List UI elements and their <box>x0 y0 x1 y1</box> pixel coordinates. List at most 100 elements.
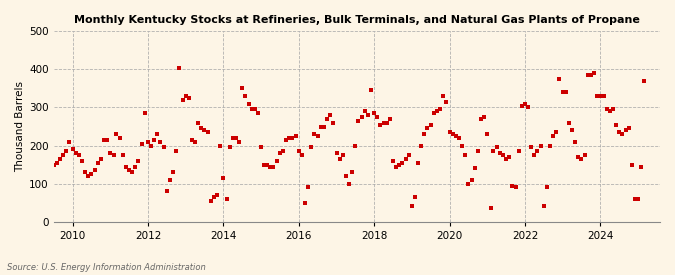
Point <box>400 157 411 161</box>
Point <box>334 157 345 161</box>
Point <box>306 145 317 150</box>
Point <box>89 168 100 172</box>
Point <box>39 157 50 161</box>
Point <box>205 199 216 203</box>
Point <box>353 119 364 123</box>
Point <box>284 136 295 140</box>
Point <box>186 138 197 142</box>
Point <box>240 94 250 98</box>
Point <box>488 149 499 153</box>
Point <box>133 159 144 163</box>
Point <box>438 94 449 98</box>
Point <box>573 155 584 159</box>
Point <box>265 164 276 169</box>
Point <box>579 153 590 157</box>
Point <box>68 147 78 152</box>
Point <box>566 128 577 133</box>
Point <box>366 88 377 93</box>
Point <box>589 71 599 75</box>
Point <box>177 98 188 102</box>
Point <box>551 130 562 134</box>
Point <box>315 124 326 129</box>
Point <box>545 143 556 148</box>
Point <box>614 130 624 134</box>
Point <box>482 132 493 136</box>
Point <box>86 172 97 176</box>
Point <box>570 139 580 144</box>
Point <box>296 153 307 157</box>
Point <box>564 120 574 125</box>
Point <box>70 151 81 155</box>
Point <box>560 90 571 94</box>
Point <box>274 151 285 155</box>
Point <box>460 153 470 157</box>
Point <box>102 138 113 142</box>
Point <box>209 195 219 199</box>
Point <box>55 157 65 161</box>
Point <box>61 149 72 153</box>
Point <box>378 120 389 125</box>
Point <box>243 101 254 106</box>
Point <box>155 139 166 144</box>
Point <box>193 120 204 125</box>
Point <box>608 107 618 112</box>
Point <box>350 143 360 148</box>
Point <box>36 151 47 155</box>
Point <box>623 126 634 131</box>
Point <box>48 163 59 167</box>
Point <box>142 139 153 144</box>
Point <box>268 164 279 169</box>
Point <box>190 139 200 144</box>
Point <box>394 163 405 167</box>
Point <box>328 120 339 125</box>
Point <box>548 134 559 138</box>
Point <box>507 183 518 188</box>
Point <box>576 157 587 161</box>
Point <box>161 189 172 193</box>
Point <box>148 138 159 142</box>
Point <box>246 107 257 112</box>
Point <box>262 163 273 167</box>
Point <box>300 200 310 205</box>
Point <box>538 204 549 209</box>
Point <box>290 134 301 138</box>
Point <box>152 132 163 136</box>
Point <box>256 145 267 150</box>
Point <box>520 101 531 106</box>
Point <box>387 159 398 163</box>
Point <box>224 145 235 150</box>
Point <box>601 107 612 112</box>
Point <box>30 161 40 165</box>
Point <box>422 126 433 131</box>
Point <box>494 151 505 155</box>
Point <box>117 153 128 157</box>
Point <box>80 170 90 174</box>
Point <box>454 136 464 140</box>
Point <box>136 141 147 146</box>
Point <box>485 206 496 211</box>
Point <box>331 151 342 155</box>
Point <box>230 136 241 140</box>
Point <box>630 197 641 201</box>
Point <box>632 197 643 201</box>
Point <box>227 136 238 140</box>
Point <box>410 195 421 199</box>
Point <box>513 149 524 153</box>
Text: Source: U.S. Energy Information Administration: Source: U.S. Energy Information Administ… <box>7 263 205 272</box>
Point <box>529 153 540 157</box>
Point <box>218 176 229 180</box>
Point <box>457 143 468 148</box>
Point <box>83 174 94 178</box>
Point <box>347 170 358 174</box>
Point <box>504 155 514 159</box>
Point <box>403 153 414 157</box>
Point <box>319 124 329 129</box>
Point <box>121 164 132 169</box>
Point <box>111 132 122 136</box>
Point <box>180 94 191 98</box>
Point <box>595 94 605 98</box>
Point <box>212 193 223 197</box>
Point <box>448 132 458 136</box>
Point <box>33 149 44 153</box>
Point <box>202 130 213 134</box>
